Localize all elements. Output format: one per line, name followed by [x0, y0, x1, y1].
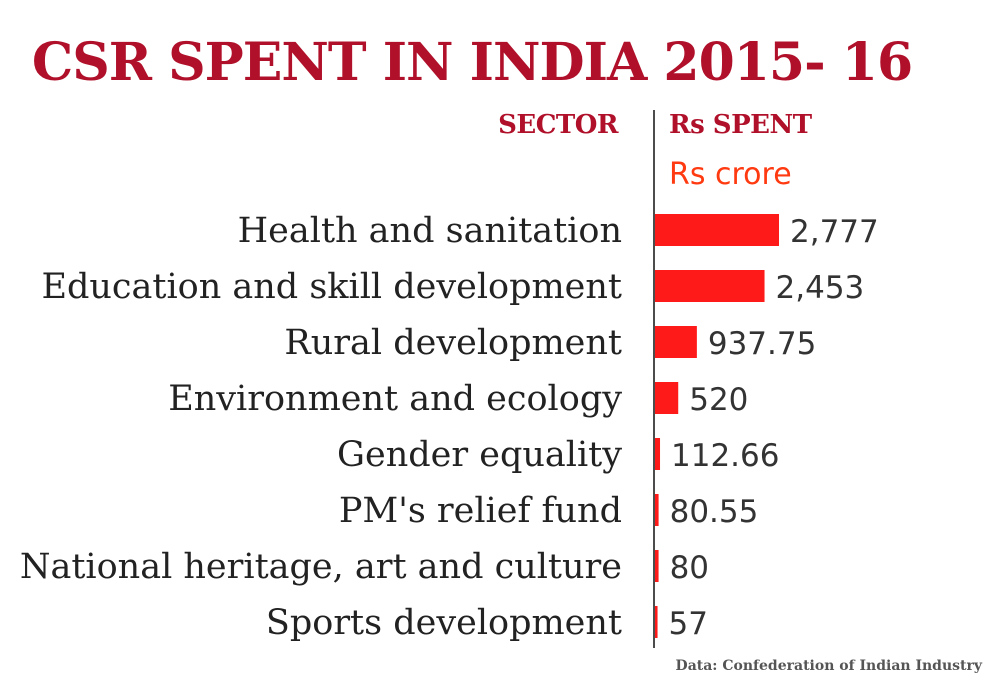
value-label: 2,453	[776, 270, 865, 306]
bar	[655, 438, 661, 470]
chart-title: CSR SPENT IN INDIA 2015- 16	[32, 32, 912, 93]
bar	[655, 214, 779, 246]
category-label: Sports development	[266, 603, 622, 643]
category-label: Rural development	[284, 323, 622, 363]
category-label: Gender equality	[337, 435, 622, 475]
value-label: 80	[670, 550, 709, 586]
category-label: National heritage, art and culture	[20, 547, 622, 587]
source-note: Data: Confederation of Indian Industry	[676, 658, 983, 674]
bar	[655, 326, 697, 358]
category-label: Environment and ecology	[168, 379, 622, 419]
category-label: Education and skill development	[41, 267, 622, 307]
unit-label: Rs crore	[669, 157, 792, 192]
value-label: 520	[689, 382, 748, 418]
value-label: 57	[669, 606, 708, 642]
sector-column-header: SECTOR	[498, 110, 619, 140]
bar	[655, 606, 658, 638]
value-label: 937.75	[708, 326, 816, 362]
value-column-header: Rs SPENT	[669, 110, 813, 140]
bar	[655, 382, 679, 414]
bar	[655, 270, 765, 302]
bar	[655, 550, 659, 582]
value-label: 80.55	[670, 494, 759, 530]
category-label: PM's relief fund	[339, 491, 622, 531]
chart-rows: Health and sanitation 2,777 Education and …	[20, 211, 879, 643]
bar	[655, 494, 659, 526]
value-label: 112.66	[671, 438, 779, 474]
category-label: Health and sanitation	[238, 211, 622, 251]
value-label: 2,777	[790, 214, 879, 250]
